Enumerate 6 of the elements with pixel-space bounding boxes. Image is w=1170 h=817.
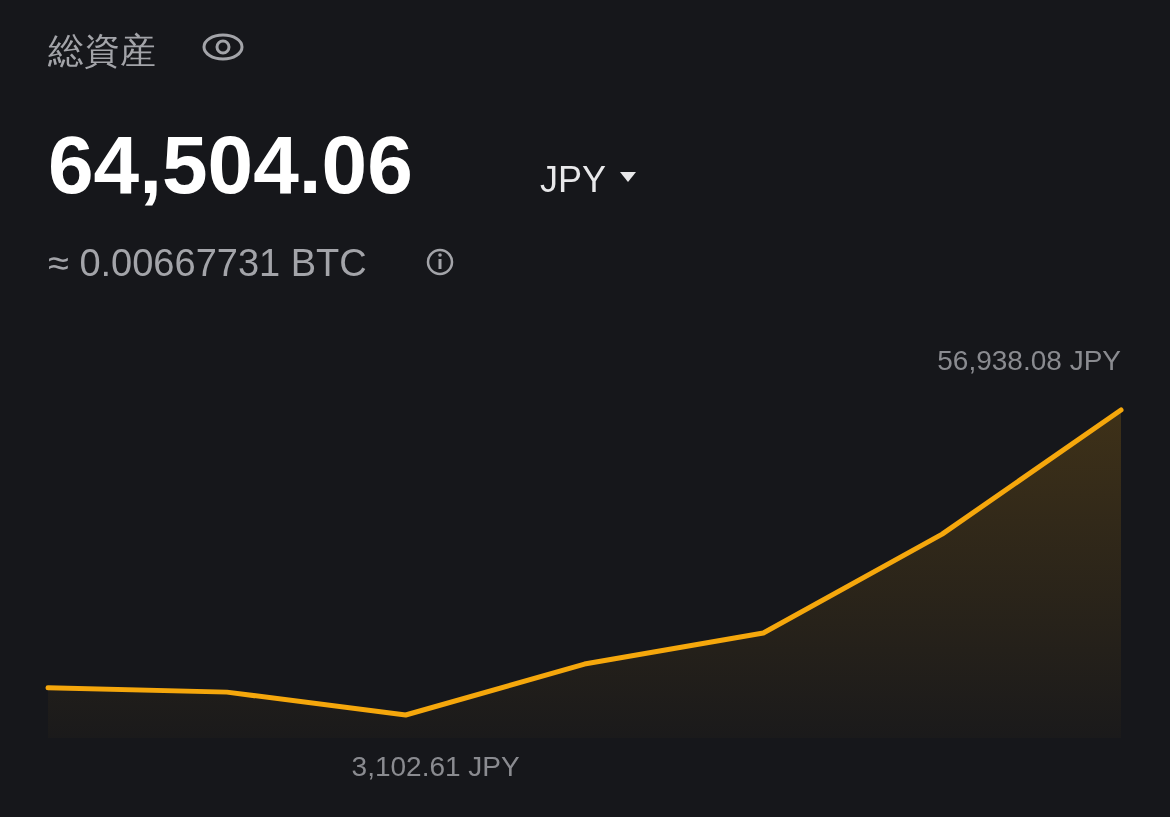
text: 64,504.06: [48, 119, 413, 210]
text: 3,102.61 JPY: [351, 751, 521, 782]
text: ≈ 0.00667731 BTC: [48, 242, 367, 284]
chart-title: 総資産: [47, 30, 156, 71]
text: 56,938.08 JPY: [937, 345, 1122, 376]
text: JPY: [540, 159, 607, 200]
